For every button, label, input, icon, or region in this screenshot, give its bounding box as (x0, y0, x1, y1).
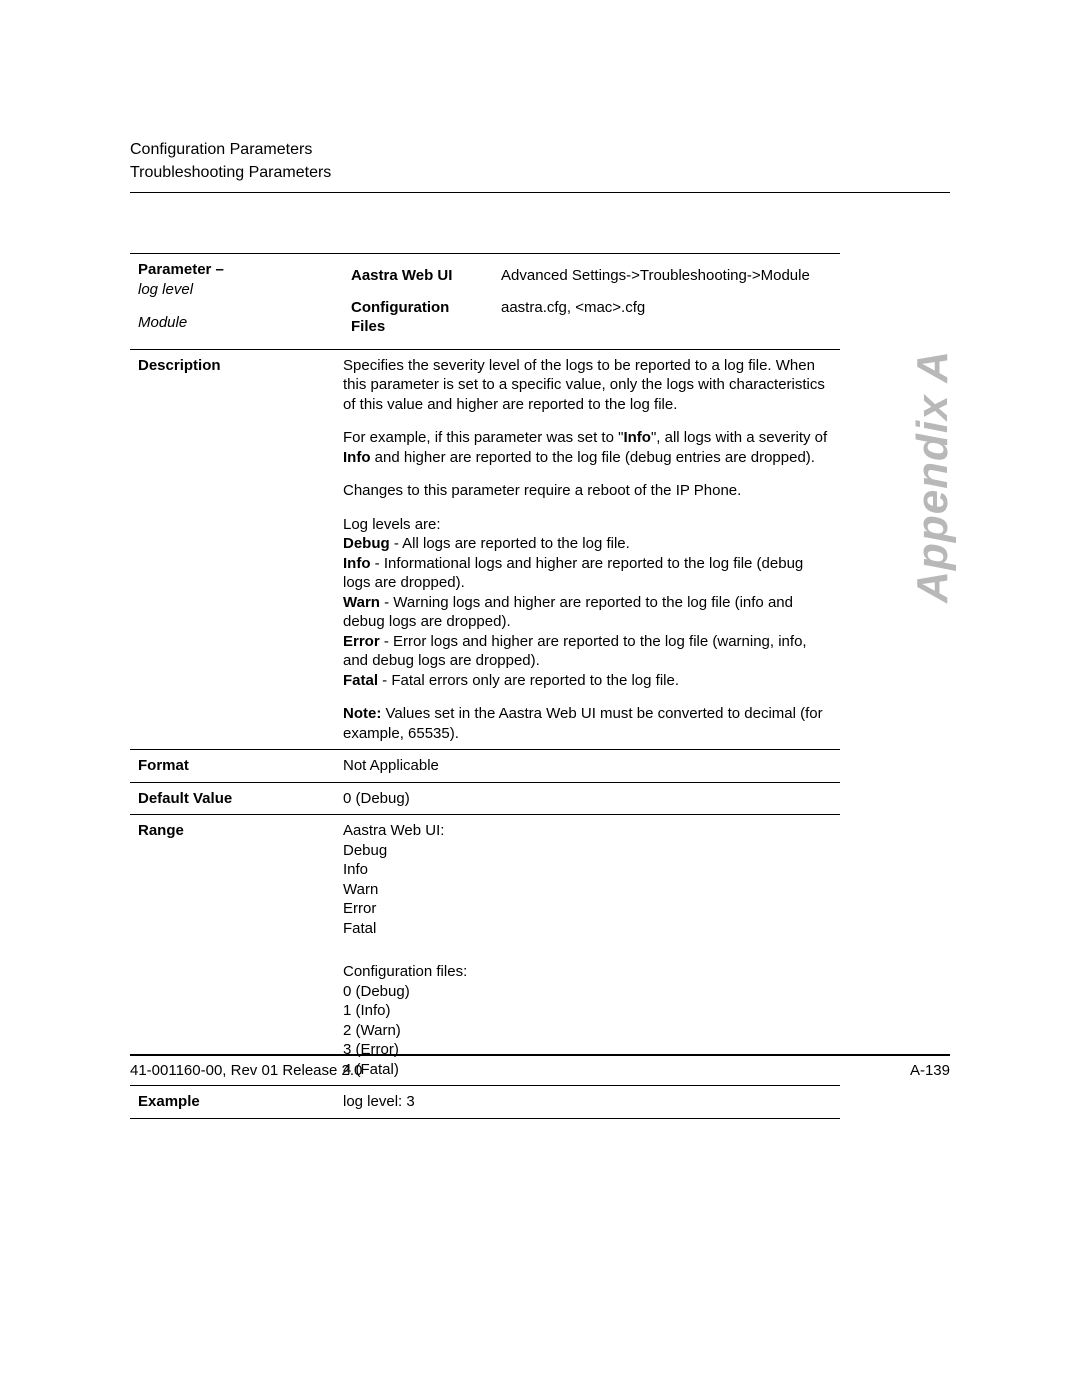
webui-value: Advanced Settings->Troubleshooting->Modu… (493, 260, 832, 292)
desc-p2-pre: For example, if this parameter was set t… (343, 429, 623, 446)
range-web-3: Error (343, 899, 832, 919)
format-label: Format (130, 750, 335, 783)
row-range: Range Aastra Web UI: Debug Info Warn Err… (130, 815, 840, 1086)
desc-p3: Changes to this parameter require a rebo… (343, 481, 832, 501)
desc-note: Note: Values set in the Aastra Web UI mu… (343, 704, 832, 743)
cfg-label: Configuration Files (343, 292, 493, 343)
lv-error-t: - Error logs and higher are reported to … (343, 633, 807, 670)
footer-right: A-139 (910, 1062, 950, 1079)
default-value: 0 (Debug) (335, 782, 840, 815)
parameter-module: Module (138, 314, 187, 331)
lv-info-b: Info (343, 555, 371, 572)
lv-warn-t: - Warning logs and higher are reported t… (343, 594, 793, 631)
range-web-2: Warn (343, 880, 832, 900)
parameter-meta-table: Aastra Web UI Advanced Settings->Trouble… (343, 260, 832, 343)
header-line-2: Troubleshooting Parameters (130, 161, 950, 184)
desc-p2-mid: ", all logs with a severity of (651, 429, 827, 446)
header-rule (130, 192, 950, 193)
range-cfg-1: 1 (Info) (343, 1001, 832, 1021)
range-cfg-label: Configuration files: (343, 962, 832, 982)
range-web-0: Debug (343, 841, 832, 861)
lv-fatal-t: - Fatal errors only are reported to the … (378, 672, 679, 689)
row-example: Example log level: 3 (130, 1086, 840, 1119)
footer-left: 41-001160-00, Rev 01 Release 2.0 (130, 1062, 362, 1079)
parameter-table: Parameter – log level Module Aastra Web … (130, 253, 840, 1119)
lv-fatal-b: Fatal (343, 672, 378, 689)
lv-info-t: - Informational logs and higher are repo… (343, 555, 803, 592)
row-description: Description Specifies the severity level… (130, 349, 840, 750)
lv-error-b: Error (343, 633, 380, 650)
description-body: Specifies the severity level of the logs… (335, 349, 840, 750)
desc-levels-intro: Log levels are: (343, 516, 441, 533)
header-line-1: Configuration Parameters (130, 138, 950, 161)
range-cfg-2: 2 (Warn) (343, 1021, 832, 1041)
desc-note-t: Values set in the Aastra Web UI must be … (343, 705, 823, 742)
range-label: Range (130, 815, 335, 1086)
range-web-4: Fatal (343, 919, 832, 939)
parameter-value: log level (138, 281, 193, 298)
range-web-label: Aastra Web UI: (343, 821, 832, 841)
appendix-watermark: Appendix A (908, 350, 958, 603)
range-web-1: Info (343, 860, 832, 880)
desc-p1: Specifies the severity level of the logs… (343, 356, 832, 415)
range-cfg-0: 0 (Debug) (343, 982, 832, 1002)
desc-p2: For example, if this parameter was set t… (343, 428, 832, 467)
lv-warn-b: Warn (343, 594, 380, 611)
lv-debug-b: Debug (343, 535, 390, 552)
desc-p2-b1: Info (623, 429, 651, 446)
page-footer: 41-001160-00, Rev 01 Release 2.0 A-139 (130, 1054, 950, 1079)
example-value: log level: 3 (335, 1086, 840, 1119)
desc-p2-post: and higher are reported to the log file … (371, 449, 815, 466)
webui-label: Aastra Web UI (343, 260, 493, 292)
row-format: Format Not Applicable (130, 750, 840, 783)
page: Configuration Parameters Troubleshooting… (0, 0, 1080, 1397)
cell-parameter-meta: Aastra Web UI Advanced Settings->Trouble… (335, 254, 840, 350)
parameter-label: Parameter (138, 261, 211, 278)
desc-levels: Log levels are: Debug - All logs are rep… (343, 515, 832, 691)
format-value: Not Applicable (335, 750, 840, 783)
desc-note-b: Note: (343, 705, 381, 722)
description-label: Description (130, 349, 335, 750)
lv-debug-t: - All logs are reported to the log file. (390, 535, 630, 552)
row-parameter: Parameter – log level Module Aastra Web … (130, 254, 840, 350)
footer-rule (130, 1054, 950, 1056)
row-default: Default Value 0 (Debug) (130, 782, 840, 815)
parameter-dash: – (211, 261, 224, 278)
page-header: Configuration Parameters Troubleshooting… (130, 138, 950, 193)
cfg-value: aastra.cfg, <mac>.cfg (493, 292, 832, 343)
desc-p2-b2: Info (343, 449, 371, 466)
cell-parameter-label: Parameter – log level Module (130, 254, 335, 350)
default-label: Default Value (130, 782, 335, 815)
range-body: Aastra Web UI: Debug Info Warn Error Fat… (335, 815, 840, 1086)
example-label: Example (130, 1086, 335, 1119)
